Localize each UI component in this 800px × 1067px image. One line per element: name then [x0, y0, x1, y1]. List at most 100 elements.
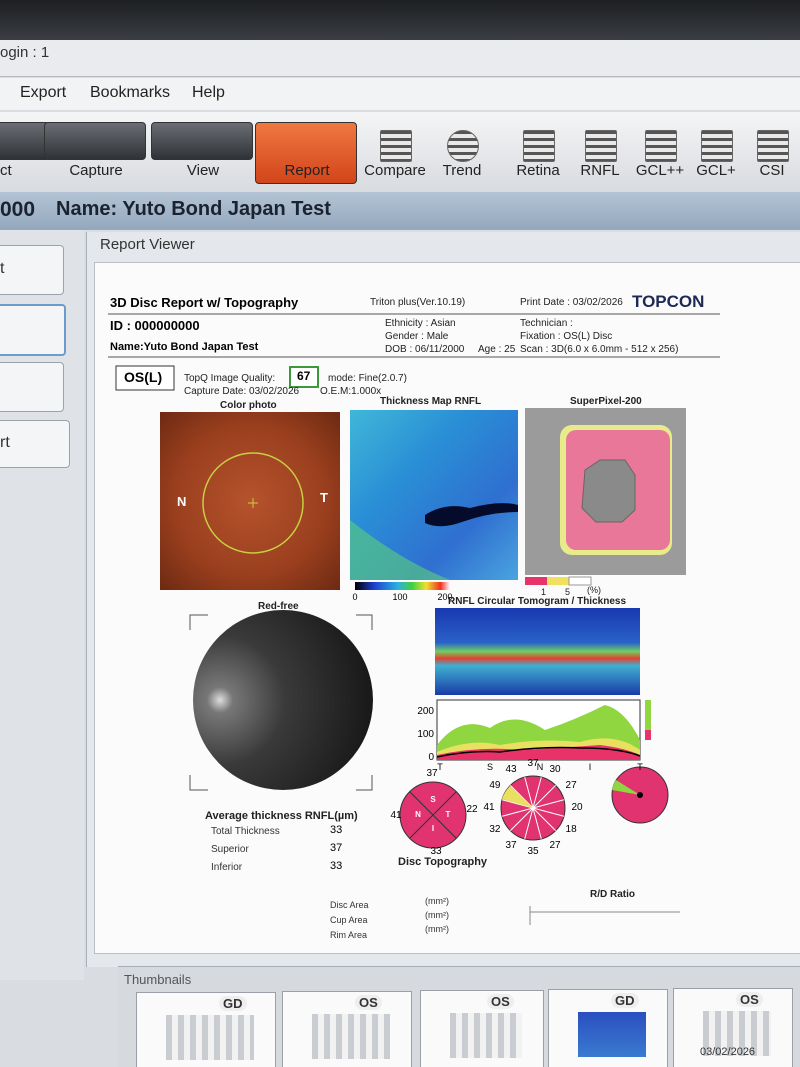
toolbar-icon[interactable] — [523, 130, 555, 162]
toolbar-button[interactable] — [44, 122, 146, 160]
thumbnail-preview — [312, 1014, 390, 1059]
side-button[interactable] — [0, 245, 64, 295]
deviation-center — [637, 792, 643, 798]
side-button[interactable] — [0, 304, 66, 356]
thickness-scale — [355, 582, 450, 590]
toolbar-label[interactable]: ct — [0, 162, 12, 179]
clock-hour-value: 32 — [489, 824, 501, 835]
clock-hour-value: 49 — [489, 780, 501, 791]
clock-hour-divider — [532, 807, 565, 817]
toolbar-label[interactable]: Trend — [442, 162, 482, 179]
graph-legend — [645, 730, 651, 740]
x-tick-label: I — [588, 762, 592, 772]
toolbar-label[interactable]: View — [186, 162, 220, 179]
clock-hour-divider — [532, 785, 556, 809]
toolbar-icon[interactable] — [645, 130, 677, 162]
temporal-label: T — [320, 490, 328, 505]
image-label: SuperPixel-200 — [570, 396, 642, 407]
superpixel-scale-label: 1 — [541, 587, 547, 597]
toolbar-button[interactable] — [255, 122, 357, 184]
quadrant-value: 22 — [466, 804, 478, 815]
quality-value: 67 — [297, 369, 311, 383]
nasal-label: N — [177, 494, 187, 509]
toolbar-button[interactable] — [151, 122, 253, 160]
y-tick-label: 0 — [428, 752, 434, 763]
clock-hour-value: 20 — [571, 802, 583, 813]
toolbar-icon[interactable] — [585, 130, 617, 162]
image-label: Red-free — [258, 601, 299, 612]
quadrant-dividers — [409, 791, 457, 839]
color-photo — [160, 412, 340, 590]
menu-bar — [0, 78, 800, 110]
quadrant-label: N — [415, 810, 421, 819]
toolbar-label[interactable]: Capture — [69, 162, 123, 179]
oem: O.E.M:1.000x — [320, 386, 382, 397]
toolbar-icon[interactable] — [701, 130, 733, 162]
toolbar-label[interactable]: RNFL — [580, 162, 620, 179]
topography-label: Rim Area — [330, 930, 368, 940]
thickness-map-band — [350, 520, 450, 580]
thickness-scale-label: 200 — [437, 592, 453, 602]
thumbnail-preview — [450, 1013, 522, 1058]
patient-name: Name: Yuto Bond Japan Test — [56, 198, 331, 220]
quadrant-label: I — [431, 824, 435, 833]
topography-label: Cup Area — [330, 915, 368, 925]
menu-item[interactable]: Bookmarks — [90, 84, 171, 101]
report-title: 3D Disc Report w/ Topography — [110, 295, 299, 310]
eye: OS(L) — [124, 369, 163, 385]
superpixel-cup — [581, 459, 636, 523]
thickness-scale-label: 0 — [352, 592, 358, 602]
toolbar-button[interactable] — [0, 122, 50, 160]
side-button-label: t — [0, 260, 5, 277]
clock-hour-value: 27 — [549, 840, 561, 852]
x-tick-label: N — [536, 762, 544, 772]
menu-item[interactable]: Export — [20, 84, 67, 101]
clock-hour-value: 35 — [527, 846, 539, 857]
quality-label: TopQ Image Quality: — [184, 373, 276, 384]
deviation-sector — [612, 780, 640, 795]
thumbnail-tag: OS — [487, 994, 514, 1009]
menu-item[interactable]: Help — [192, 84, 225, 101]
average-row-value: 33 — [330, 860, 343, 872]
patient-id: 000 — [0, 198, 36, 221]
topography-unit: (mm²) — [425, 896, 449, 906]
clock-hour-divider — [510, 785, 534, 809]
toolbar-icon[interactable] — [380, 130, 412, 162]
superpixel-scale-2 — [547, 577, 569, 585]
side-button[interactable] — [0, 420, 70, 468]
clock-hour-divider — [510, 807, 534, 831]
clock-hour-value: 43 — [505, 763, 517, 775]
y-tick-label: 100 — [417, 729, 434, 740]
toolbar-label[interactable]: Retina — [516, 162, 560, 179]
print-date: Print Date : 03/02/2026 — [520, 297, 623, 308]
thumbnail-preview — [703, 1011, 771, 1056]
clock-hour-value: 30 — [549, 763, 561, 775]
topography-unit: (mm²) — [425, 924, 449, 934]
quadrant-value: 33 — [430, 846, 442, 857]
toolbar-label[interactable]: Report — [284, 162, 330, 179]
x-tick-label: S — [486, 762, 494, 772]
superpixel-scale-3 — [568, 576, 592, 586]
thumbnail-preview — [578, 1012, 646, 1057]
toolbar-label[interactable]: GCL++ — [635, 162, 685, 179]
average-title: Average thickness RNFL(µm) — [205, 810, 358, 822]
average-row-value: 37 — [330, 842, 343, 854]
clock-hour-value: 18 — [565, 824, 577, 835]
clock-hour-divider — [532, 799, 565, 809]
side-button[interactable] — [0, 362, 64, 412]
x-tick-label: T — [437, 762, 443, 772]
toolbar-label[interactable]: Compare — [364, 162, 426, 179]
toolbar-icon[interactable] — [447, 130, 479, 162]
toolbar-icon[interactable] — [757, 130, 789, 162]
patient-id: ID : 000000000 — [110, 318, 200, 333]
clock-hour-value: 37 — [505, 840, 517, 852]
topography-title: Disc Topography — [398, 856, 488, 868]
capture-date: Capture Date: 03/02/2026 — [184, 386, 300, 397]
toolbar-label[interactable]: CSI — [759, 162, 785, 179]
toolbar-label[interactable]: GCL+ — [696, 162, 736, 179]
thumbnail-tag: GD — [219, 996, 247, 1011]
device: Triton plus(Ver.10.19) — [370, 297, 466, 308]
topography-label: Disc Area — [330, 900, 369, 910]
